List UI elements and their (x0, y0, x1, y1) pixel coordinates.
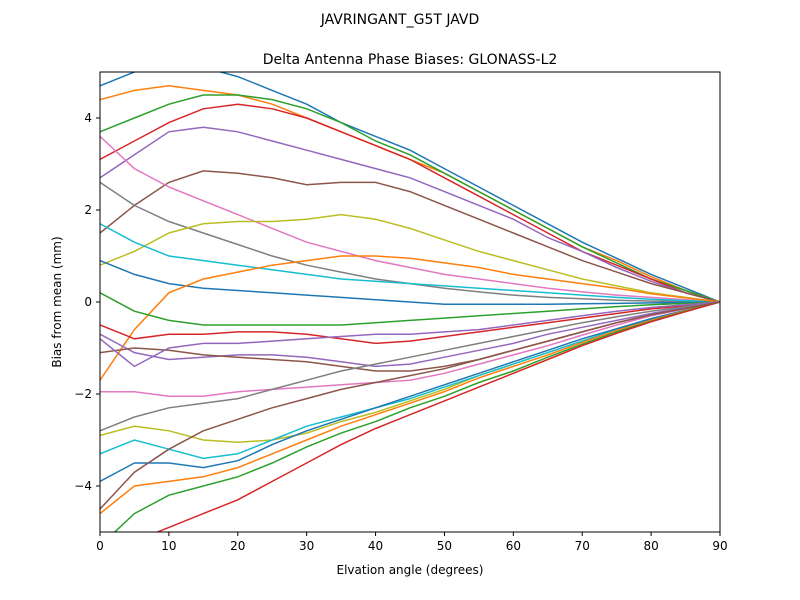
series-line-s14 (100, 301, 720, 345)
series-line-s05 (100, 126, 720, 303)
series-line-s10 (100, 223, 720, 303)
x-tick-label: 80 (643, 539, 658, 553)
y-tick-label: 2 (84, 203, 92, 217)
series-line-s18 (100, 301, 720, 432)
y-tick-label: 4 (84, 111, 92, 125)
series-line-s09 (100, 213, 720, 303)
series-layer (100, 72, 720, 532)
series-line-s11 (100, 259, 720, 306)
series-line-s12 (100, 255, 720, 381)
series-line-s04 (100, 103, 720, 303)
series-line-s15 (100, 301, 720, 368)
series-line-s22 (100, 301, 720, 515)
chart-title: Delta Antenna Phase Biases: GLONASS-L2 (263, 52, 558, 68)
x-tick-label: 50 (437, 539, 452, 553)
x-tick-label: 10 (161, 539, 176, 553)
x-tick-label: 30 (299, 539, 314, 553)
series-line-s24 (155, 301, 720, 532)
x-tick-label: 0 (96, 539, 104, 553)
series-line-s06 (100, 170, 720, 303)
y-tick-label: 0 (84, 295, 92, 309)
chart-suptitle: JAVRINGANT_G5T JAVD (320, 12, 480, 28)
series-line-s23 (113, 301, 720, 532)
x-tick-label: 20 (230, 539, 245, 553)
y-axis-label: Bias from mean (mm) (50, 236, 64, 367)
series-line-s17 (100, 301, 720, 398)
series-line-s25 (100, 301, 720, 368)
series-line-s13 (100, 292, 720, 326)
series-line-s20 (100, 301, 720, 460)
x-tick-label: 70 (575, 539, 590, 553)
series-line-s07 (100, 135, 720, 303)
x-axis-label: Elvation angle (degrees) (337, 563, 484, 577)
y-tick-label: −4 (74, 479, 92, 493)
series-line-s26 (100, 301, 720, 510)
x-tick-label: 40 (368, 539, 383, 553)
x-tick-label: 60 (506, 539, 521, 553)
series-line-s03 (100, 94, 720, 303)
y-axis: −4 −2 0 2 4 (74, 111, 100, 493)
y-tick-label: −2 (74, 387, 92, 401)
x-tick-label: 90 (712, 539, 727, 553)
series-line-s21 (100, 301, 720, 483)
x-axis: 0 10 20 30 40 50 60 70 80 90 (96, 532, 728, 553)
series-line-s01 (100, 72, 720, 303)
